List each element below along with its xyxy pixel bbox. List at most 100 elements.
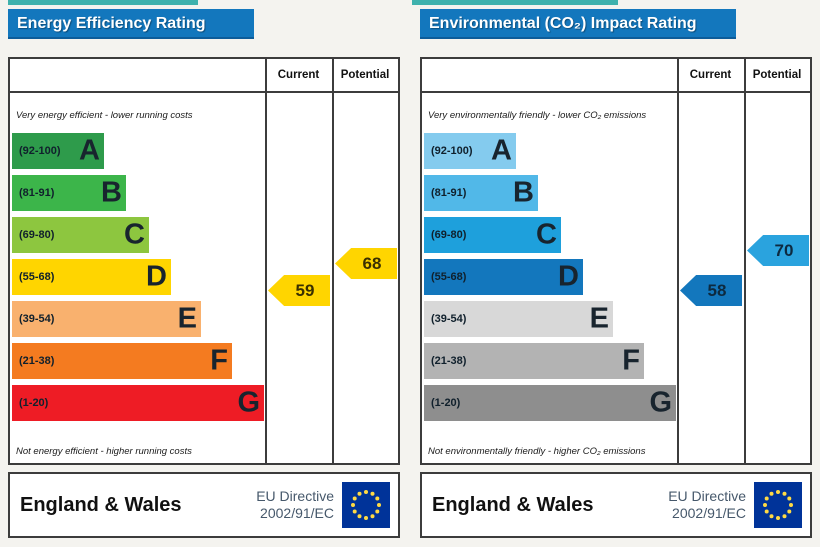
band-row-g: (1-20) G: [12, 385, 265, 421]
current-rating-arrow: 59: [268, 275, 330, 306]
band-letter: B: [101, 176, 122, 209]
band-row-f: (21-38) F: [424, 343, 677, 379]
eu-flag-icon: [342, 482, 390, 528]
band-bar: (39-54) E: [12, 301, 201, 337]
band-row-a: (92-100) A: [12, 133, 265, 169]
column-divider: [744, 59, 746, 463]
band-letter: B: [513, 176, 534, 209]
band-row-e: (39-54) E: [12, 301, 265, 337]
band-range-label: (21-38): [19, 355, 55, 367]
band-row-f: (21-38) F: [12, 343, 265, 379]
band-letter: A: [79, 134, 100, 167]
top-note: Very energy efficient - lower running co…: [16, 110, 193, 121]
band-range-label: (55-68): [431, 271, 467, 283]
current-column-header: Current: [277, 69, 320, 81]
band-range-label: (81-91): [431, 187, 467, 199]
potential-column-header: Potential: [340, 69, 390, 81]
band-range-label: (1-20): [431, 397, 461, 409]
column-divider: [677, 59, 679, 463]
band-row-d: (55-68) D: [12, 259, 265, 295]
environmental-chart-area: Current Potential Very environmentally f…: [420, 57, 812, 465]
eu-directive-line1: EU Directive: [668, 488, 746, 505]
band-bar: (55-68) D: [12, 259, 171, 295]
band-range-label: (69-80): [431, 229, 467, 241]
top-note: Very environmentally friendly - lower CO…: [428, 110, 647, 121]
band-row-c: (69-80) C: [12, 217, 265, 253]
band-letter: F: [210, 344, 228, 377]
eu-directive-line2: 2002/91/EC: [672, 505, 746, 521]
potential-column-header: Potential: [752, 69, 802, 81]
energy-chart-title: Energy Efficiency Rating: [8, 9, 254, 39]
band-bar: (92-100) A: [424, 133, 516, 169]
band-letter: C: [536, 218, 557, 251]
current-rating-arrow: 58: [680, 275, 742, 306]
band-range-label: (69-80): [19, 229, 55, 241]
energy-efficiency-panel: Energy Efficiency Rating Current Potenti…: [8, 9, 400, 538]
eu-directive-label: EU Directive 2002/91/EC: [256, 488, 342, 522]
energy-footer: England & Wales EU Directive 2002/91/EC: [8, 472, 400, 538]
environmental-impact-panel: Environmental (CO₂) Impact Rating Curren…: [412, 0, 820, 547]
band-row-a: (92-100) A: [424, 133, 677, 169]
band-range-label: (1-20): [19, 397, 49, 409]
band-bar: (69-80) C: [424, 217, 561, 253]
column-divider: [332, 59, 334, 463]
environmental-footer: England & Wales EU Directive 2002/91/EC: [420, 472, 812, 538]
potential-rating-arrow: 70: [747, 235, 809, 266]
band-letter: C: [124, 218, 145, 251]
band-letter: E: [177, 302, 197, 335]
band-bar: (69-80) C: [12, 217, 149, 253]
bottom-note: Not environmentally friendly - higher CO…: [428, 446, 646, 457]
band-letter: F: [622, 344, 640, 377]
band-bar: (55-68) D: [424, 259, 583, 295]
potential-rating-arrow: 68: [335, 248, 397, 279]
eu-flag-icon: [754, 482, 802, 528]
column-header-row: Current Potential: [422, 59, 810, 93]
bottom-note: Not energy efficient - higher running co…: [16, 446, 192, 457]
band-letter: A: [491, 134, 512, 167]
band-row-c: (69-80) C: [424, 217, 677, 253]
rating-bands: (92-100) A (81-91) B (69-80) C: [12, 133, 265, 427]
band-range-label: (21-38): [431, 355, 467, 367]
eu-directive-line1: EU Directive: [256, 488, 334, 505]
band-range-label: (39-54): [431, 313, 467, 325]
band-bar: (81-91) B: [12, 175, 126, 211]
current-column-header: Current: [689, 69, 732, 81]
band-bar: (81-91) B: [424, 175, 538, 211]
current-rating-value: 58: [707, 280, 727, 300]
band-range-label: (39-54): [19, 313, 55, 325]
band-row-g: (1-20) G: [424, 385, 677, 421]
band-range-label: (81-91): [19, 187, 55, 199]
column-header-row: Current Potential: [10, 59, 398, 93]
band-letter: G: [649, 386, 672, 419]
region-label: England & Wales: [432, 493, 594, 516]
eu-directive-line2: 2002/91/EC: [260, 505, 334, 521]
band-range-label: (92-100): [19, 145, 61, 157]
band-letter: D: [558, 260, 579, 293]
region-label: England & Wales: [20, 493, 182, 516]
band-row-b: (81-91) B: [424, 175, 677, 211]
band-row-d: (55-68) D: [424, 259, 677, 295]
band-range-label: (92-100): [431, 145, 473, 157]
band-row-b: (81-91) B: [12, 175, 265, 211]
band-row-e: (39-54) E: [424, 301, 677, 337]
band-letter: G: [237, 386, 260, 419]
rating-bands: (92-100) A (81-91) B (69-80) C: [424, 133, 677, 427]
band-bar: (1-20) G: [424, 385, 676, 421]
band-bar: (21-38) F: [424, 343, 644, 379]
band-letter: D: [146, 260, 167, 293]
band-letter: E: [589, 302, 609, 335]
band-bar: (1-20) G: [12, 385, 264, 421]
column-divider: [265, 59, 267, 463]
energy-chart-area: Current Potential Very energy efficient …: [8, 57, 400, 465]
top-accent-strip-left: [8, 0, 198, 5]
band-bar: (21-38) F: [12, 343, 232, 379]
environmental-chart-title: Environmental (CO₂) Impact Rating: [420, 9, 736, 39]
band-bar: (92-100) A: [12, 133, 104, 169]
band-bar: (39-54) E: [424, 301, 613, 337]
eu-directive-label: EU Directive 2002/91/EC: [668, 488, 754, 522]
current-rating-value: 59: [295, 280, 315, 300]
potential-rating-value: 68: [362, 253, 382, 273]
band-range-label: (55-68): [19, 271, 55, 283]
top-accent-strip-right: [412, 0, 618, 5]
